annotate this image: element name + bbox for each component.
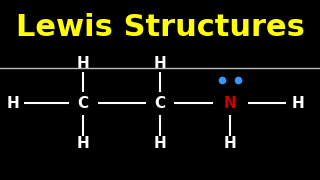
- Text: H: H: [77, 136, 90, 152]
- Text: H: H: [224, 136, 237, 152]
- Text: N: N: [224, 96, 237, 111]
- Text: C: C: [155, 96, 165, 111]
- Text: C: C: [78, 96, 89, 111]
- Text: H: H: [154, 55, 166, 71]
- Text: H: H: [77, 55, 90, 71]
- Text: H: H: [154, 136, 166, 152]
- Text: H: H: [6, 96, 19, 111]
- Text: Lewis Structures: Lewis Structures: [16, 13, 304, 42]
- Text: H: H: [291, 96, 304, 111]
